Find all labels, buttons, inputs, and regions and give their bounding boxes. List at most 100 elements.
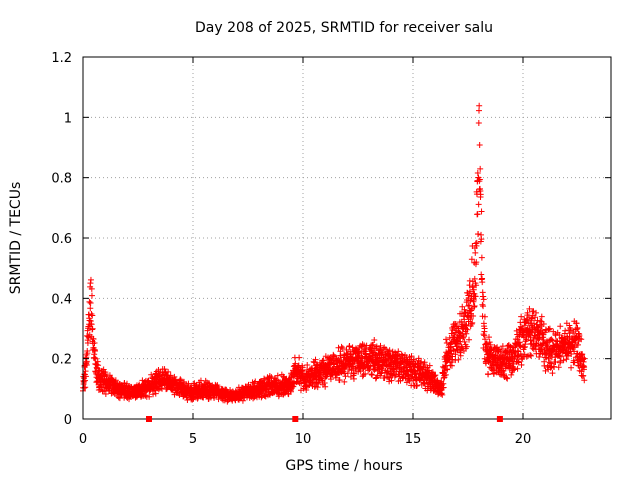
- data-point: [515, 358, 522, 365]
- data-point: [146, 393, 153, 400]
- data-point: [351, 370, 358, 377]
- x-tick-label: 15: [405, 432, 422, 447]
- data-point: [504, 375, 511, 382]
- data-point: [437, 390, 444, 397]
- data-point: [525, 314, 532, 321]
- data-point: [470, 286, 477, 293]
- data-point: [348, 355, 355, 362]
- data-point: [557, 353, 564, 360]
- data-point: [460, 333, 467, 340]
- y-tick-label: 0.4: [51, 292, 72, 307]
- data-point: [545, 326, 552, 333]
- data-point: [112, 377, 119, 384]
- data-point: [478, 271, 485, 278]
- data-point: [548, 336, 555, 343]
- data-point: [555, 364, 562, 371]
- data-point: [524, 309, 531, 316]
- data-point: [171, 373, 178, 380]
- data-point: [86, 298, 93, 305]
- data-point: [350, 375, 357, 382]
- data-point: [90, 335, 97, 342]
- y-tick-label: 0: [64, 413, 72, 428]
- data-point: [528, 352, 535, 359]
- data-point: [473, 239, 480, 246]
- data-point: [480, 296, 487, 303]
- data-point: [517, 343, 524, 350]
- data-point: [473, 259, 480, 266]
- data-point: [464, 326, 471, 333]
- data-point: [349, 344, 356, 351]
- data-point: [287, 388, 294, 395]
- x-tick-label: 0: [79, 432, 87, 447]
- data-point: [515, 333, 522, 340]
- data-point: [478, 254, 485, 261]
- data-gap-markers: [146, 416, 503, 422]
- y-tick-label: 1.2: [51, 51, 72, 66]
- data-point: [82, 373, 89, 380]
- y-tick-label: 0.8: [51, 172, 72, 187]
- data-point: [91, 340, 98, 347]
- data-point: [338, 343, 345, 350]
- data-point: [549, 370, 556, 377]
- data-point: [476, 142, 483, 149]
- data-point: [471, 303, 478, 310]
- data-point: [483, 340, 490, 347]
- data-point: [523, 353, 530, 360]
- data-point: [527, 334, 534, 341]
- data-point: [463, 330, 470, 337]
- data-point: [465, 303, 472, 310]
- data-point: [319, 357, 326, 364]
- data-point: [477, 165, 484, 172]
- data-point: [575, 341, 581, 348]
- data-point: [321, 380, 328, 387]
- data-point: [443, 340, 450, 347]
- data-point: [165, 368, 172, 375]
- data-point: [312, 356, 319, 363]
- data-point: [486, 339, 493, 346]
- data-point: [468, 256, 475, 263]
- data-point: [443, 336, 449, 343]
- data-point: [299, 364, 306, 371]
- data-point: [82, 368, 89, 375]
- data-point: [481, 325, 488, 332]
- data-point: [388, 377, 395, 384]
- data-point: [85, 334, 92, 341]
- data-point: [456, 329, 463, 336]
- data-point: [332, 374, 339, 381]
- data-point: [470, 313, 477, 320]
- data-point: [581, 364, 588, 371]
- data-point: [391, 368, 398, 375]
- data-point: [508, 371, 515, 378]
- data-point: [485, 334, 492, 341]
- data-point: [304, 361, 311, 368]
- data-gap-marker: [496, 416, 503, 422]
- data-point: [475, 201, 482, 208]
- data-point: [102, 370, 109, 377]
- data-gap-marker: [292, 416, 299, 422]
- data-point: [421, 359, 428, 366]
- data-point: [480, 303, 487, 310]
- data-point: [194, 395, 201, 402]
- data-point: [87, 276, 94, 283]
- data-point: [449, 353, 456, 360]
- data-point: [516, 339, 523, 346]
- data-point: [448, 362, 455, 369]
- data-point: [368, 371, 375, 378]
- data-point: [417, 359, 424, 366]
- data-point: [581, 355, 588, 362]
- data-point: [533, 340, 540, 347]
- data-point: [179, 381, 186, 388]
- data-point: [466, 302, 473, 309]
- data-point: [580, 372, 587, 379]
- chart-title: Day 208 of 2025, SRMTID for receiver sal…: [195, 20, 493, 36]
- data-point: [373, 343, 380, 350]
- data-point: [371, 336, 378, 343]
- data-point: [475, 120, 482, 127]
- data-point: [574, 324, 581, 331]
- data-point: [471, 304, 478, 311]
- data-point: [556, 352, 563, 359]
- data-point: [91, 354, 98, 361]
- data-point: [483, 340, 490, 347]
- data-point: [392, 372, 399, 379]
